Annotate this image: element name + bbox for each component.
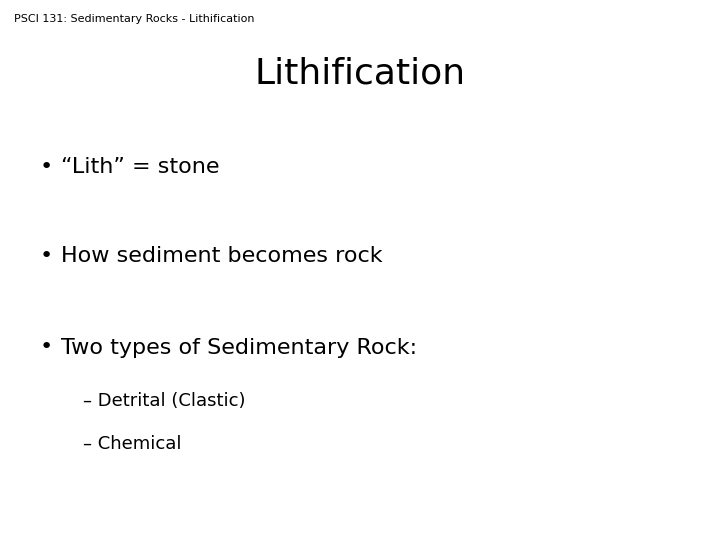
Text: Two types of Sedimentary Rock:: Two types of Sedimentary Rock: [61,338,418,357]
Text: Lithification: Lithification [254,57,466,91]
Text: •: • [40,246,53,266]
Text: •: • [40,338,53,357]
Text: – Detrital (Clastic): – Detrital (Clastic) [83,392,246,409]
Text: •: • [40,157,53,177]
Text: – Chemical: – Chemical [83,435,181,453]
Text: How sediment becomes rock: How sediment becomes rock [61,246,383,266]
Text: PSCI 131: Sedimentary Rocks - Lithification: PSCI 131: Sedimentary Rocks - Lithificat… [14,14,255,24]
Text: “Lith” = stone: “Lith” = stone [61,157,220,177]
